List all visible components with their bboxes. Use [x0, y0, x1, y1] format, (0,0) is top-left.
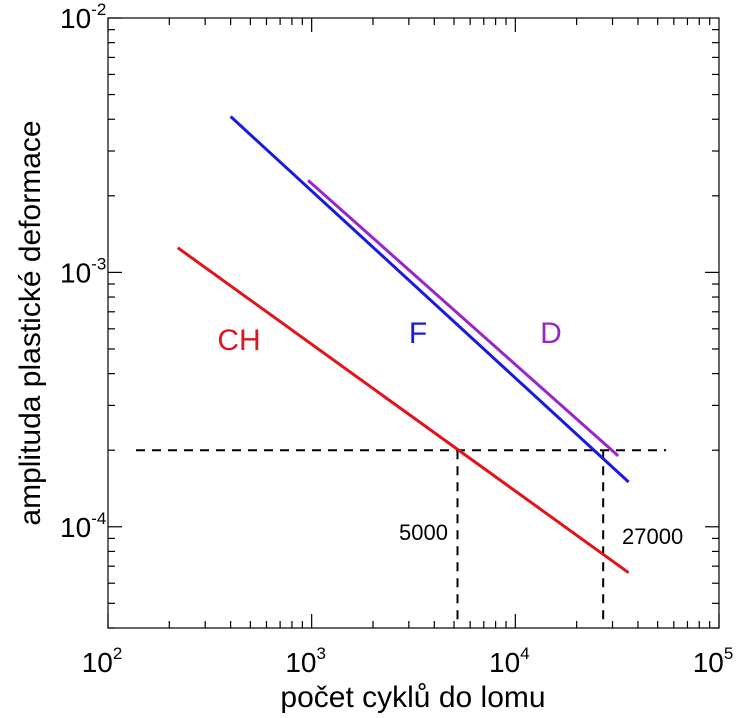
axis-ticks [107, 17, 720, 629]
tick-labels: 102 103 104 105 10-4 10-3 10-2 [60, 0, 733, 678]
x-axis-title: počet cyklů do lomu [280, 681, 545, 714]
y-tick-label: 10-4 [60, 509, 106, 543]
series-label-ch: CH [217, 324, 260, 357]
y-tick-label: 10-3 [60, 254, 106, 288]
series-label-f: F [409, 317, 427, 350]
y-axis-title: amplituda plastické deformace [14, 120, 47, 525]
reference-value-label: 27000 [622, 524, 683, 549]
x-tick-label: 102 [82, 644, 123, 678]
series-line-f [229, 115, 630, 484]
series-line-d [307, 179, 620, 458]
x-tick-label: 103 [285, 644, 326, 678]
series-label-d: D [540, 317, 562, 350]
reference-lines [136, 449, 667, 622]
series-lines [176, 115, 630, 574]
y-tick-label: 10-2 [60, 0, 106, 34]
series-line-ch [176, 246, 630, 574]
plot-frame [107, 17, 720, 629]
reference-value-label: 5000 [399, 520, 448, 545]
x-tick-label: 105 [693, 644, 734, 678]
x-tick-label: 104 [489, 644, 530, 678]
annotations: CH F D 5000 27000 [217, 317, 683, 549]
